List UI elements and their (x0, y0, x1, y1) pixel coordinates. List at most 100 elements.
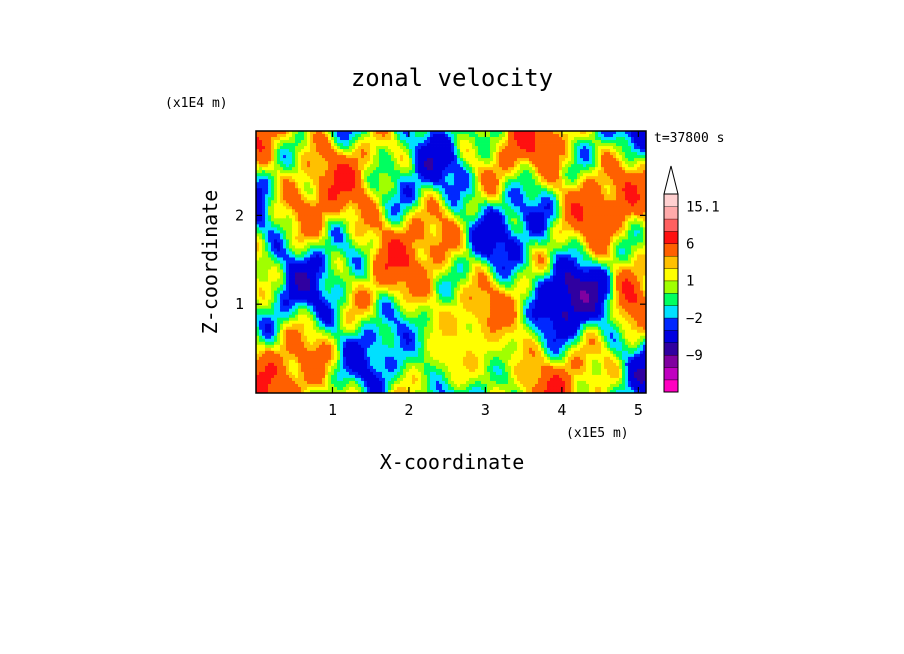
heatmap-cell (541, 176, 545, 180)
heatmap-cell (412, 242, 416, 246)
heatmap-cell (565, 179, 569, 183)
heatmap-cell (259, 146, 263, 150)
heatmap-cell (409, 164, 413, 168)
heatmap-cell (634, 212, 638, 216)
heatmap-cell (295, 209, 299, 213)
heatmap-cell (496, 218, 500, 222)
heatmap-cell (613, 161, 617, 165)
heatmap-cell (502, 242, 506, 246)
heatmap-cell (487, 203, 491, 207)
heatmap-cell (304, 143, 308, 147)
heatmap-cell (283, 218, 287, 222)
heatmap-cell (406, 230, 410, 234)
heatmap-cell (478, 233, 482, 237)
heatmap-cell (322, 218, 326, 222)
heatmap-cell (457, 197, 461, 201)
heatmap-cell (475, 230, 479, 234)
heatmap-cell (292, 140, 296, 144)
heatmap-cell (637, 218, 641, 222)
heatmap-cell (529, 131, 533, 135)
heatmap-cell (619, 218, 623, 222)
heatmap-cell (418, 185, 422, 189)
heatmap-cell (580, 137, 584, 141)
heatmap-cell (337, 218, 341, 222)
heatmap-cell (304, 164, 308, 168)
heatmap-cell (286, 242, 290, 246)
heatmap-cell (472, 176, 476, 180)
heatmap-cell (391, 182, 395, 186)
heatmap-cell (544, 236, 548, 240)
heatmap-cell (556, 179, 560, 183)
heatmap-cell (496, 200, 500, 204)
heatmap-cell (565, 236, 569, 240)
heatmap-cell (418, 203, 422, 207)
heatmap-cell (553, 191, 557, 195)
heatmap-cell (595, 221, 599, 225)
heatmap-cell (475, 149, 479, 153)
heatmap-cell (586, 242, 590, 246)
heatmap-cell (568, 239, 572, 243)
heatmap-cell (415, 179, 419, 183)
heatmap-cell (445, 218, 449, 222)
heatmap-cell (613, 134, 617, 138)
heatmap-cell (268, 188, 272, 192)
heatmap-cell (382, 185, 386, 189)
heatmap-cell (367, 218, 371, 222)
heatmap-cell (457, 218, 461, 222)
heatmap-cell (577, 152, 581, 156)
heatmap-cell (565, 182, 569, 186)
heatmap-cell (397, 134, 401, 138)
heatmap-cell (340, 194, 344, 198)
heatmap-cell (265, 206, 269, 210)
heatmap-cell (436, 158, 440, 162)
heatmap-cell (331, 170, 335, 174)
heatmap-cell (505, 131, 509, 135)
heatmap-cell (424, 230, 428, 234)
heatmap-cell (583, 161, 587, 165)
heatmap-cell (424, 173, 428, 177)
heatmap-cell (283, 158, 287, 162)
heatmap-cell (520, 167, 524, 171)
heatmap-cell (643, 194, 646, 198)
heatmap-cell (637, 146, 641, 150)
heatmap-cell (361, 155, 365, 159)
heatmap-cell (397, 158, 401, 162)
heatmap-cell (514, 191, 518, 195)
heatmap-cell (586, 152, 590, 156)
heatmap-cell (484, 173, 488, 177)
heatmap-cell (295, 134, 299, 138)
heatmap-cell (412, 191, 416, 195)
heatmap-cell (370, 203, 374, 207)
heatmap-cell (340, 164, 344, 168)
heatmap-cell (373, 161, 377, 165)
heatmap-cell (283, 239, 287, 243)
heatmap-cell (328, 170, 332, 174)
heatmap-cell (334, 167, 338, 171)
heatmap-cell (538, 242, 542, 246)
heatmap-cell (304, 227, 308, 231)
heatmap-cell (595, 185, 599, 189)
heatmap-cell (496, 149, 500, 153)
heatmap-cell (397, 230, 401, 234)
heatmap-cell (631, 161, 635, 165)
heatmap-cell (583, 137, 587, 141)
heatmap-cell (562, 221, 566, 225)
heatmap-cell (298, 170, 302, 174)
heatmap-cell (406, 212, 410, 216)
heatmap-cell (625, 149, 629, 153)
heatmap-cell (310, 242, 314, 246)
heatmap-cell (376, 245, 380, 249)
heatmap-cell (373, 188, 377, 192)
heatmap-cell (262, 230, 266, 234)
heatmap-cell (439, 164, 443, 168)
heatmap-cell (481, 179, 485, 183)
heatmap-cell (394, 221, 398, 225)
heatmap-cell (475, 155, 479, 159)
heatmap-cell (556, 140, 560, 144)
heatmap-cell (337, 227, 341, 231)
heatmap-cell (430, 194, 434, 198)
heatmap-cell (640, 182, 644, 186)
heatmap-cell (574, 206, 578, 210)
heatmap-cell (544, 140, 548, 144)
heatmap-cell (490, 137, 494, 141)
